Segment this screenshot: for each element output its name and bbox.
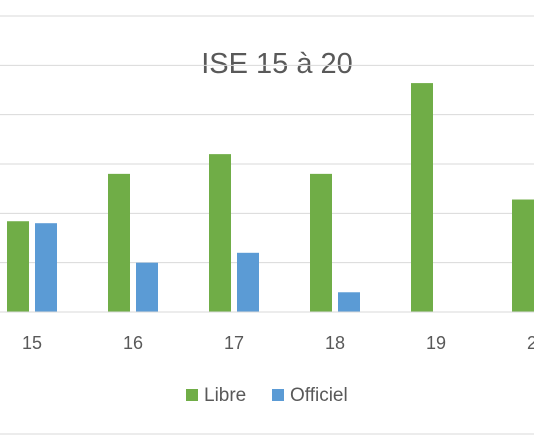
x-tick-label: 18: [325, 333, 345, 353]
legend-label-libre: Libre: [204, 385, 246, 406]
bars: [7, 83, 534, 313]
bar-officiel-17: [237, 252, 259, 312]
chart-title: ISE 15 à 20: [201, 48, 353, 80]
bar-officiel-18: [338, 292, 360, 312]
bar-libre-20: [512, 199, 534, 312]
bar-libre-15: [7, 221, 29, 312]
bar-libre-18: [310, 173, 332, 312]
bar-libre-16: [108, 173, 130, 312]
legend-swatch-libre: [186, 389, 198, 401]
x-tick-label: 20: [527, 333, 534, 353]
bar-officiel-16: [136, 262, 158, 312]
x-tick-label: 17: [224, 333, 244, 353]
x-tick-label: 19: [426, 333, 446, 353]
bar-libre-19: [411, 83, 433, 313]
x-tick-label: 15: [22, 333, 42, 353]
x-tick-labels: 15 16 17 18 19 20: [22, 333, 534, 353]
legend: Libre Officiel: [186, 385, 348, 406]
x-tick-label: 16: [123, 333, 143, 353]
bar-officiel-15: [35, 223, 57, 312]
gridlines: [0, 64, 534, 264]
legend-label-officiel: Officiel: [290, 385, 348, 406]
bar-libre-17: [209, 154, 231, 312]
legend-swatch-officiel: [272, 389, 284, 401]
